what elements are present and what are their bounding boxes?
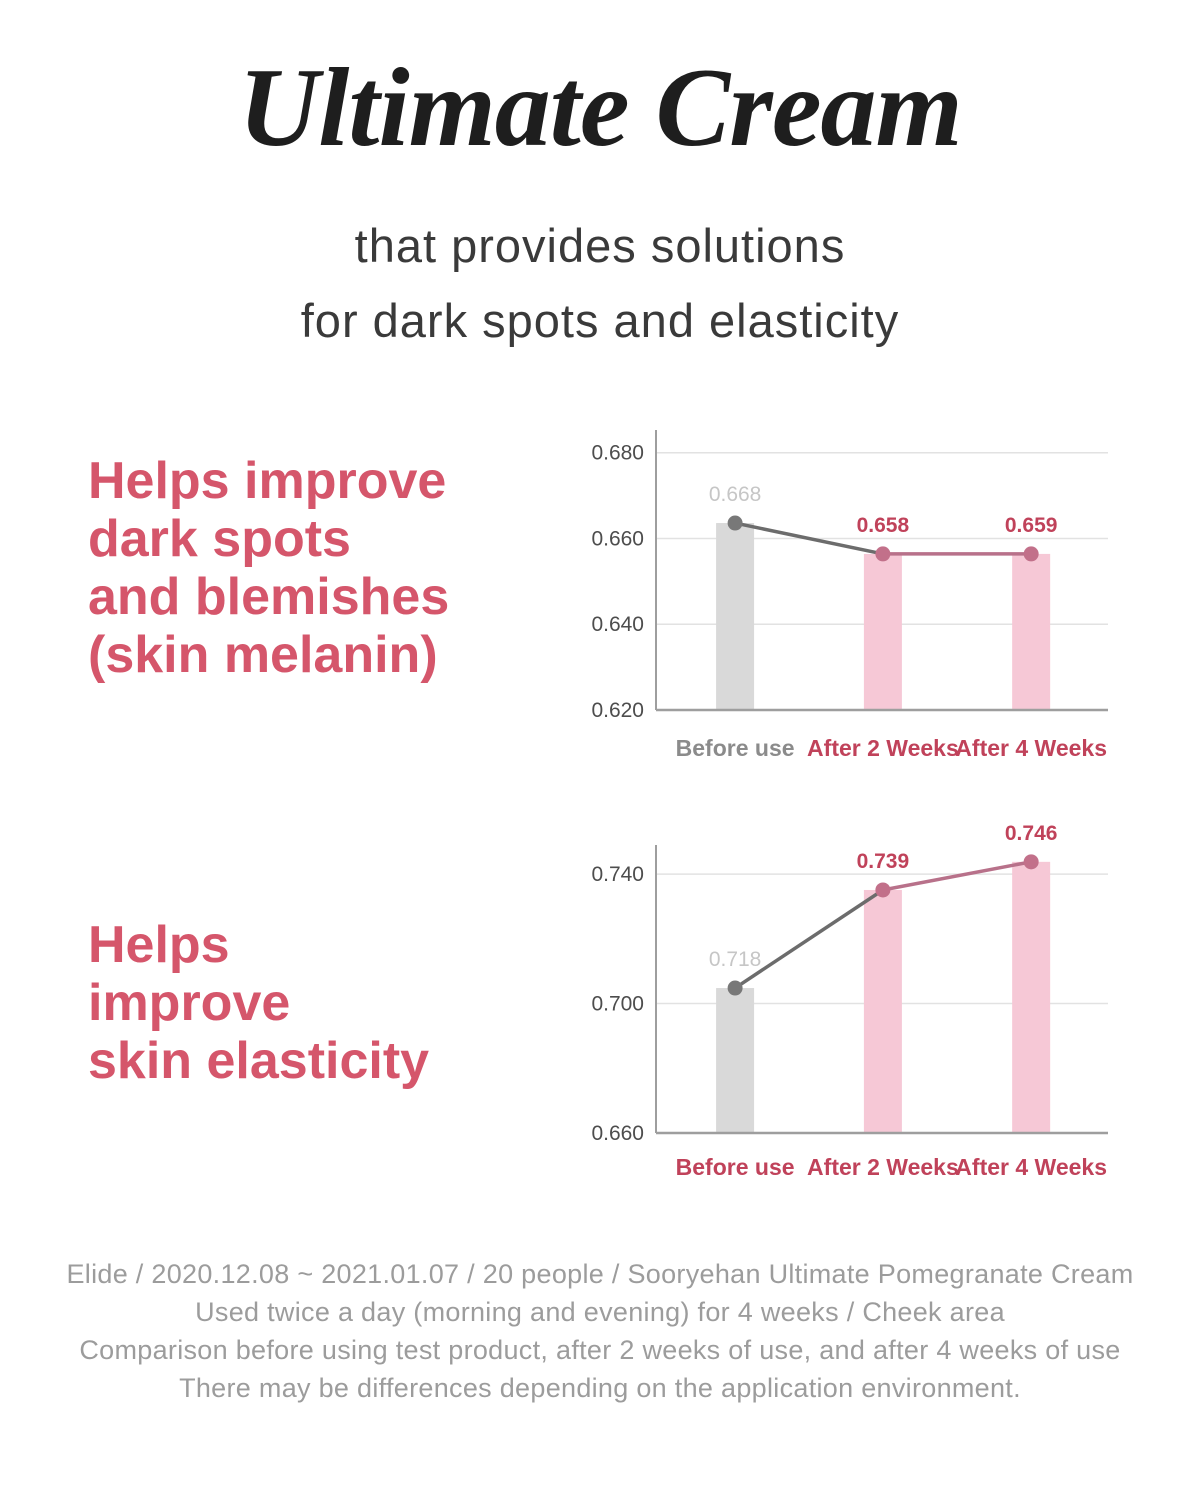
heading-line: and blemishes: [88, 568, 450, 626]
disclaimer-line: Comparison before using test product, af…: [79, 1335, 1121, 1365]
value-label: 0.718: [709, 948, 762, 971]
value-label: 0.658: [857, 514, 910, 537]
bar: [716, 988, 755, 1133]
trend-line-segment: [734, 521, 884, 556]
bar: [863, 553, 902, 710]
data-point-dot: [727, 515, 743, 531]
heading-line: improve: [88, 974, 291, 1032]
trend-line-segment: [734, 888, 884, 990]
trend-line-segment: [882, 860, 1032, 892]
y-tick-label: 0.700: [591, 993, 644, 1016]
y-tick-label: 0.620: [591, 699, 644, 722]
y-tick-label: 0.680: [591, 442, 644, 465]
category-label: After 4 Weeks: [955, 735, 1107, 761]
data-point-dot: [1023, 546, 1039, 562]
value-label: 0.739: [857, 850, 910, 873]
elasticity-chart: 0.740 0.700 0.660 0.718 0.739 0.746 Before use…: [591, 825, 1108, 1180]
page-title: Ultimate Cream: [238, 46, 962, 170]
page-subtitle: that provides solutions for dark spots a…: [0, 208, 1200, 358]
y-tick-label: 0.740: [591, 863, 644, 886]
data-point-dot: [1023, 854, 1039, 870]
test-disclaimer: Elide / 2020.12.08 ~ 2021.01.07 / 20 peo…: [0, 1255, 1200, 1407]
category-label: After 2 Weeks: [807, 735, 959, 761]
disclaimer-line: There may be differences depending on th…: [179, 1373, 1021, 1403]
heading-line: (skin melanin): [88, 626, 438, 684]
y-tick-label: 0.660: [591, 1122, 644, 1145]
disclaimer-line: Used twice a day (morning and evening) f…: [195, 1297, 1005, 1327]
data-point-dot: [875, 546, 891, 562]
y-tick-label: 0.640: [591, 613, 644, 636]
category-label: After 2 Weeks: [807, 1154, 959, 1180]
heading-line: Helps: [88, 916, 230, 974]
heading-line: Helps improve: [88, 452, 447, 510]
category-label: Before use: [676, 1154, 795, 1180]
heading-line: dark spots: [88, 510, 351, 568]
data-point-dot: [875, 882, 891, 898]
data-point-dot: [727, 980, 743, 996]
melanin-claim-heading: Helps improve dark spots and blemishes (…: [88, 452, 449, 684]
elasticity-claim-heading: Helps improve skin elasticity: [88, 916, 429, 1090]
y-tick-label: 0.660: [591, 527, 644, 550]
subtitle-line: that provides solutions: [354, 219, 846, 272]
melanin-chart: 0.680 0.660 0.640 0.620 0.668 0.658 0.659 Befor…: [591, 430, 1108, 761]
heading-line: skin elasticity: [88, 1032, 430, 1090]
bar: [716, 523, 755, 710]
category-label: Before use: [676, 735, 795, 761]
value-label: 0.746: [1005, 825, 1058, 845]
bar: [1012, 861, 1051, 1133]
subtitle-line: for dark spots and elasticity: [300, 294, 900, 347]
value-label: 0.668: [709, 483, 762, 506]
disclaimer-line: Elide / 2020.12.08 ~ 2021.01.07 / 20 peo…: [66, 1259, 1134, 1289]
value-label: 0.659: [1005, 514, 1058, 537]
bar: [863, 889, 902, 1133]
bar: [1012, 553, 1051, 710]
category-label: After 4 Weeks: [955, 1154, 1107, 1180]
